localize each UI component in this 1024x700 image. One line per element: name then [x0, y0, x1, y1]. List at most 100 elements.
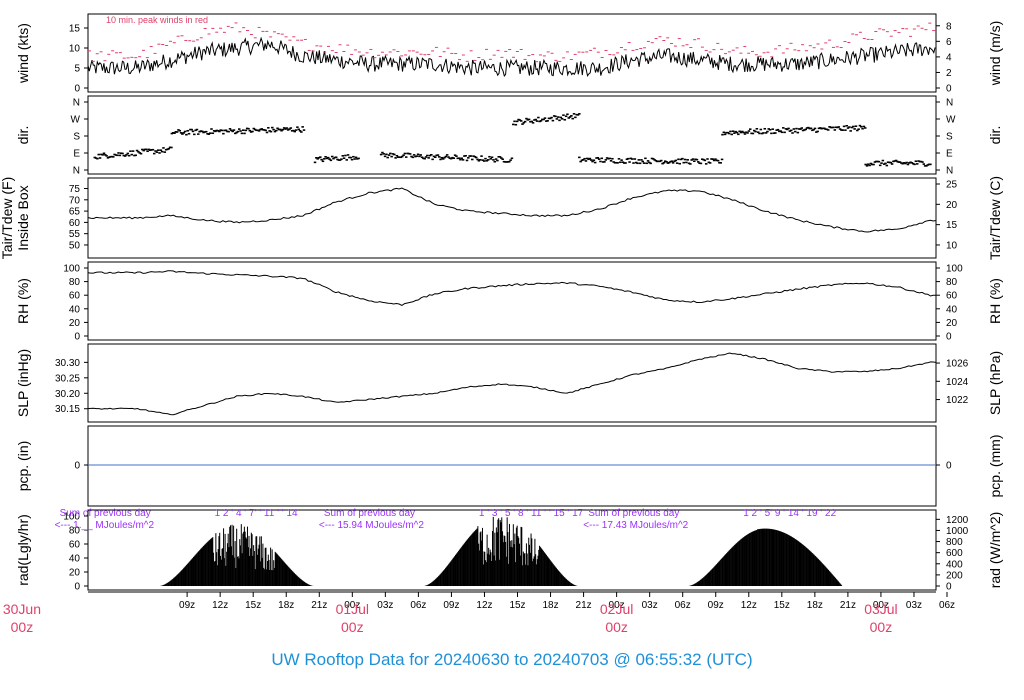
pcp-tick-label-left: 0: [74, 461, 80, 472]
dir-tick-label-right: S: [946, 132, 953, 143]
rh-tick-label-left: 0: [74, 332, 80, 343]
day-hour-label: 00z: [870, 619, 893, 635]
rad-sum-value: <--- 15.94 MJoules/m^2: [319, 520, 424, 531]
temp-tick-label-right: 25: [946, 180, 958, 191]
x-tick-label: 21z: [576, 600, 592, 611]
rh-tick-label-left: 100: [63, 264, 80, 275]
slp-ylabel-left: SLP (inHg): [15, 349, 31, 417]
rh-tick-label-right: 20: [946, 318, 958, 329]
rad-day: Sum of previous day<--- 17.43 MJoules/m^…: [583, 508, 843, 586]
temp-tick-label-right: 10: [946, 240, 958, 251]
x-tick-label: 06z: [675, 600, 691, 611]
rad-tick-label-left: 100: [63, 512, 80, 523]
rad-tick-label-left: 40: [69, 554, 81, 565]
rh-tick-label-right: 40: [946, 304, 958, 315]
slp-tick-label-left: 30.15: [55, 404, 80, 415]
dir-tick-label-right: N: [946, 166, 953, 177]
slp-tick-label-left: 30.20: [55, 389, 80, 400]
wind-tick-label-right: 2: [946, 68, 952, 79]
temp-ylabel-left: Tair/Tdew (F): [0, 177, 15, 259]
rad-hour-marks: 1 2 ' 5' 9 ' 14 ' 19 ' 22: [743, 508, 836, 519]
x-tick-label: 09z: [708, 600, 724, 611]
day-label: 01Jul: [336, 601, 369, 617]
dir-tick-label-left: N: [73, 98, 80, 109]
rad-tick-label-right: 400: [946, 559, 963, 570]
dir-ylabel-left: dir.: [15, 126, 31, 145]
rad-sum-label: Sum of previous day: [588, 508, 679, 519]
x-tick-label: 03z: [906, 600, 922, 611]
wind-tick-label-right: 4: [946, 52, 952, 63]
slp-tick-label-right: 1022: [946, 395, 969, 406]
wind-tick-label-right: 8: [946, 21, 952, 32]
x-tick-label: 00z: [344, 600, 360, 611]
rad-sum-label: Sum of previous day: [324, 508, 415, 519]
rad-day: Sum of previous day<--- 15.94 MJoules/m^…: [319, 508, 584, 586]
temp-series: [87, 187, 937, 233]
rad-tick-label-right: 200: [946, 570, 963, 581]
x-tick-label: 00z: [609, 600, 625, 611]
x-tick-label: 03z: [642, 600, 658, 611]
x-tick-label: 15z: [774, 600, 790, 611]
x-tick-label: 09z: [443, 600, 459, 611]
dir-tick-label-left: N: [73, 166, 80, 177]
x-tick-label: 12z: [741, 600, 757, 611]
slp-tick-label-right: 1024: [946, 377, 969, 388]
temp-tick-label-left: 65: [69, 207, 81, 218]
wind-ylabel-right: wind (m/s): [987, 21, 1003, 87]
x-tick-label: 03z: [377, 600, 393, 611]
rh-tick-label-right: 100: [946, 264, 963, 275]
slp-series: [87, 352, 937, 416]
rh-frame: [87, 261, 937, 341]
wind-series: [87, 36, 936, 78]
rad-tick-label-left: 80: [69, 526, 81, 537]
rad-day: Sum of previous day<--- 1.__ MJoules/m^2…: [55, 508, 314, 586]
rad-sum-label: Sum of previous day: [60, 508, 151, 519]
wind-annotation: 10 min. peak winds in red: [106, 15, 208, 25]
panel-rh: RH (%) RH (%) 0 20 40 60 80 100 0 20 40 60 80 100: [15, 261, 1003, 343]
temp-tick-label-right: 20: [946, 200, 958, 211]
wind-tick-label-right: 6: [946, 37, 952, 48]
day-hour-label: 00z: [341, 619, 364, 635]
rad-ylabel-left: rad(Lgly/hr): [15, 514, 31, 586]
slp-tick-label-left: 30.25: [55, 373, 80, 384]
x-tick-label: 18z: [542, 600, 558, 611]
x-tick-label: 15z: [245, 600, 261, 611]
slp-tick-label-left: 30.30: [55, 358, 80, 369]
rad-tick-label-right: 1000: [946, 526, 969, 537]
panel-pcp: pcp. (in) pcp. (mm) 0 0: [15, 425, 1003, 507]
panel-wind: wind (kts) wind (m/s) 0 5 10 15 0 2 4 6 8 10 min. p…: [15, 13, 1003, 95]
temp-tick-label-left: 50: [69, 240, 81, 251]
temp-tick-label-right: 15: [946, 220, 958, 231]
x-tick-label: 15z: [509, 600, 525, 611]
rh-ylabel-left: RH (%): [15, 278, 31, 324]
wind-ylabel-left: wind (kts): [15, 23, 31, 84]
rad-tick-label-right: 600: [946, 548, 963, 559]
dir-tick-label-left: W: [71, 115, 81, 126]
day-label: 30Jun: [3, 601, 41, 617]
rad-hour-marks: 1 2 ' 4 ' 7' ' 11 ' ' 14: [215, 508, 298, 519]
temp-ylabel-right: Tair/Tdew (C): [987, 176, 1003, 260]
day-label: 02Jul: [600, 601, 633, 617]
rh-tick-label-right: 60: [946, 291, 958, 302]
temp-frame: [87, 177, 937, 259]
panel-rad: rad(Lgly/hr) rad (W/m^2)02040608010002004…: [15, 508, 1003, 593]
dir-tick-label-right: N: [946, 98, 953, 109]
temp-tick-label-left: 55: [69, 229, 81, 240]
dir-tick-label-left: S: [73, 132, 80, 143]
wind-tick-label-right: 0: [946, 84, 952, 95]
rh-tick-label-left: 80: [69, 277, 81, 288]
rh-tick-label-left: 20: [69, 318, 81, 329]
rh-tick-label-left: 40: [69, 304, 81, 315]
x-tick-label: 18z: [278, 600, 294, 611]
chart-panels: wind (kts) wind (m/s) 0 5 10 15 0 2 4 6 8 10 min. p…: [0, 13, 1003, 593]
pcp-ylabel-right: pcp. (mm): [987, 435, 1003, 498]
rad-ylabel-right: rad (W/m^2): [987, 512, 1003, 589]
rad-sum-value: <--- 1.__ MJoules/m^2: [55, 520, 155, 531]
rad-tick-label-left: 0: [74, 582, 80, 593]
x-axis: 09z 12z 15z 18z 21z 00z 03z 06z 09z 12z 15z 18z 21z 0…: [3, 591, 955, 635]
chart-title: UW Rooftop Data for 20240630 to 20240703…: [271, 650, 752, 669]
slp-ylabel-right: SLP (hPa): [987, 351, 1003, 415]
panel-temp: Tair/Tdew (F) Inside Box Tair/Tdew (C) 5055…: [0, 176, 1003, 260]
